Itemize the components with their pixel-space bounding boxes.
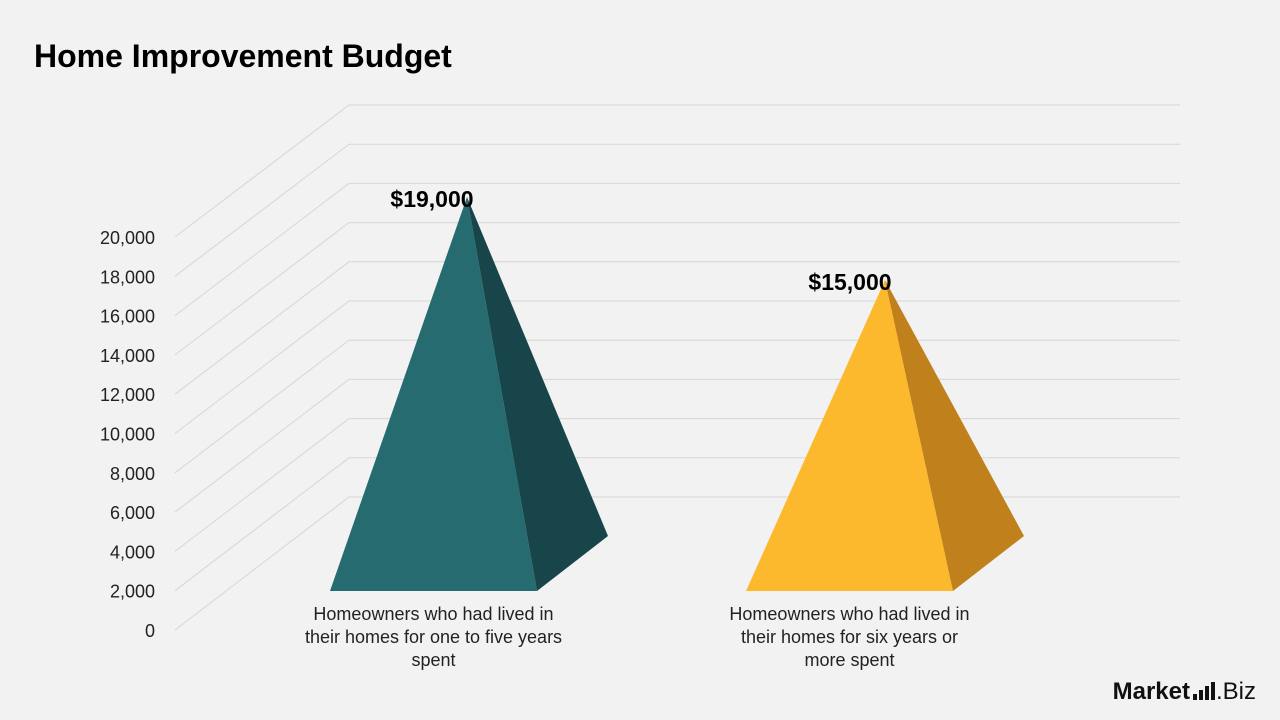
y-tick-label: 6,000 (110, 503, 155, 523)
pyramid-side-face (467, 197, 608, 591)
y-tick-label: 10,000 (100, 425, 155, 445)
gridline (174, 418, 1180, 552)
gridline (174, 222, 1180, 356)
y-tick-label: 18,000 (100, 267, 155, 287)
gridline (174, 457, 1180, 592)
y-tick-label: 0 (145, 621, 155, 641)
y-tick-label: 4,000 (110, 542, 155, 562)
data-label: $19,000 (390, 186, 473, 212)
brand-logo: Market .Biz (1113, 678, 1256, 706)
pyramid-front-face (330, 197, 537, 591)
category-label: Homeowners who had lived in their homes … (729, 604, 970, 670)
y-tick-label: 16,000 (100, 307, 155, 327)
grid-layer (174, 104, 1180, 631)
y-tick-label: 14,000 (100, 346, 155, 366)
gridline (174, 143, 1180, 277)
chart-title: Home Improvement Budget (34, 38, 452, 74)
pyramid-layer (330, 197, 1024, 591)
y-tick-label: 2,000 (110, 582, 155, 602)
pyramid-side-face (885, 279, 1024, 591)
gridline (174, 300, 1180, 434)
y-tick-label: 20,000 (100, 228, 155, 248)
gridline (174, 378, 1180, 513)
y-axis-ticks: 0 2,000 4,000 6,000 8,000 10,000 12,000 14,000 1… (100, 228, 155, 641)
brand-prefix: Market (1112, 678, 1190, 705)
gridline (174, 339, 1180, 474)
y-tick-label: 12,000 (100, 385, 155, 405)
data-label: $15,000 (808, 269, 891, 295)
brand-bars-icon (1192, 682, 1215, 700)
brand-suffix: .Biz (1215, 678, 1256, 705)
category-label: Homeowners who had lived in their homes … (304, 604, 563, 670)
y-tick-label: 8,000 (110, 464, 155, 484)
data-labels: $19,000 $15,000 (390, 186, 891, 295)
pyramid-front-face (746, 279, 953, 591)
gridline (174, 261, 1180, 395)
gridline (174, 104, 1180, 238)
gridline (174, 182, 1180, 316)
